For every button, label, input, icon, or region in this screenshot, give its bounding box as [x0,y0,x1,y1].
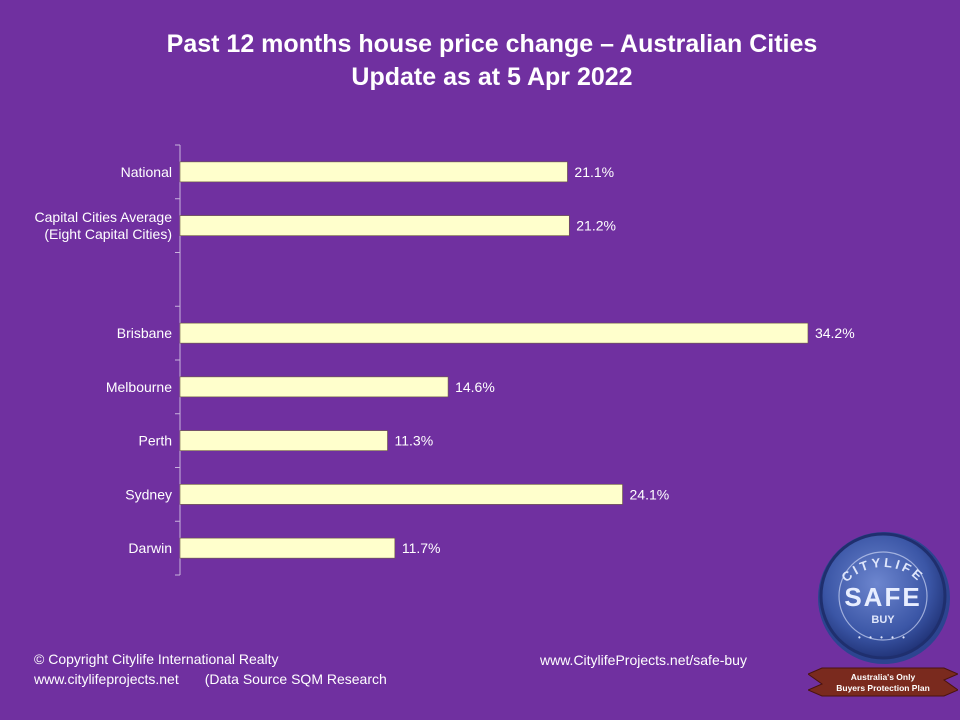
bar [179,537,396,559]
website-link[interactable]: www.citylifeprojects.net [34,671,179,687]
ribbon-line-1: Australia's Only [851,672,916,682]
data-label: 11.3% [394,433,433,449]
category-label: Darwin [128,540,172,556]
category-label: Perth [139,433,172,449]
title-line-2: Update as at 5 Apr 2022 [351,63,633,91]
bar [179,376,449,398]
category-label: National [121,164,172,180]
category-label: Sydney [125,486,172,502]
safe-buy-link[interactable]: www.CitylifeProjects.net/safe-buy [540,652,747,668]
bar [179,161,568,183]
data-label: 24.1% [630,486,670,502]
bar [179,215,570,236]
bar [179,322,809,344]
ribbon-line-2: Buyers Protection Plan [836,683,930,693]
data-source-text: (Data Source SQM Research [204,671,387,687]
bar [179,484,623,505]
data-label: 11.7% [402,540,441,556]
safe-buy-seal-logo: CITYLIFE SAFE BUY • • • • • Australia's … [808,532,958,697]
seal-main-text: SAFE [844,582,921,612]
labels: 21.1% 21.2% 34.2% 14.6% 11.3% 24.1% 11.7% [394,164,854,556]
footer-left: © Copyright Citylife International Realt… [34,649,387,689]
category-axis: National Capital Cities Average(Eight Cap… [35,144,181,576]
bar [179,430,388,451]
data-label: 34.2% [815,325,855,341]
category-label: (Eight Capital Cities) [44,226,172,242]
chart-title: Past 12 months house price change – Aust… [0,28,960,94]
category-label: Capital Cities Average [35,209,173,225]
category-label: Melbourne [106,379,172,395]
svg-text:• • • • •: • • • • • [858,633,908,642]
category-label: Brisbane [117,325,172,341]
data-label: 14.6% [455,379,495,395]
seal-sub-text: BUY [871,614,895,626]
title-line-1: Past 12 months house price change – Aust… [166,30,818,58]
data-label: 21.2% [576,218,616,234]
data-label: 21.1% [574,164,614,180]
copyright-text: © Copyright Citylife International Realt… [34,651,279,667]
bars [179,161,809,559]
